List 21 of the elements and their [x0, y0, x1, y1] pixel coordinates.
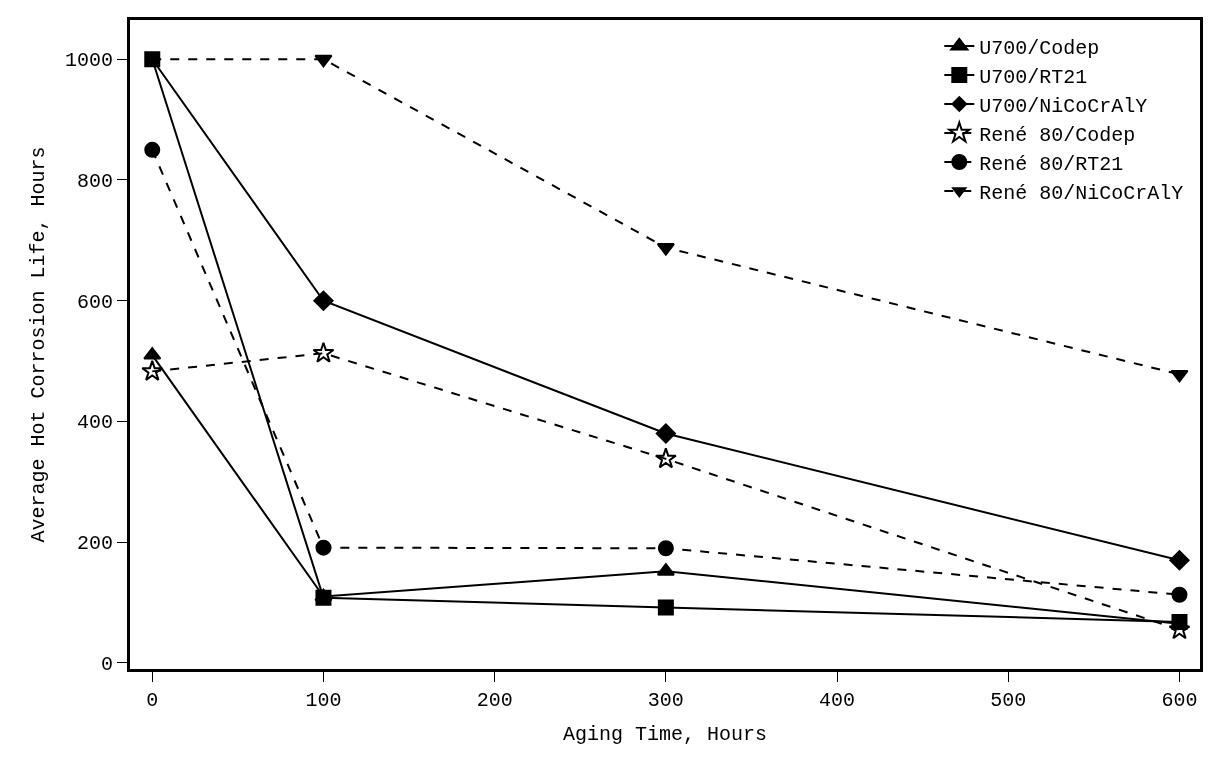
legend-label: U700/NiCoCrAlY — [979, 94, 1148, 118]
x-tick-label: 100 — [305, 689, 342, 712]
y-tick-label: 1000 — [64, 49, 113, 73]
y-tick-label: 200 — [76, 532, 113, 556]
x-axis-title: Aging Time, Hours — [562, 722, 768, 746]
x-tick-label: 600 — [1161, 689, 1198, 712]
legend-label: René 80/RT21 — [979, 152, 1124, 176]
legend-label: René 80/Codep — [979, 123, 1136, 147]
y-axis-title: Average Hot Corrosion Life, Hours — [27, 146, 51, 543]
legend-label: U700/Codep — [979, 36, 1100, 60]
x-tick-label: 300 — [647, 689, 684, 712]
x-tick-label: 500 — [990, 689, 1027, 712]
legend-label: René 80/NiCoCrAlY — [979, 181, 1184, 205]
x-tick-label: 400 — [819, 689, 856, 712]
y-tick-label: 400 — [76, 411, 113, 435]
y-tick-label: 600 — [76, 290, 113, 314]
x-tick-label: 200 — [476, 689, 513, 712]
y-tick-label: 800 — [76, 169, 113, 193]
x-tick-label: 0 — [146, 689, 159, 712]
legend-label: U700/RT21 — [979, 65, 1088, 89]
y-tick-label: 0 — [100, 652, 113, 676]
